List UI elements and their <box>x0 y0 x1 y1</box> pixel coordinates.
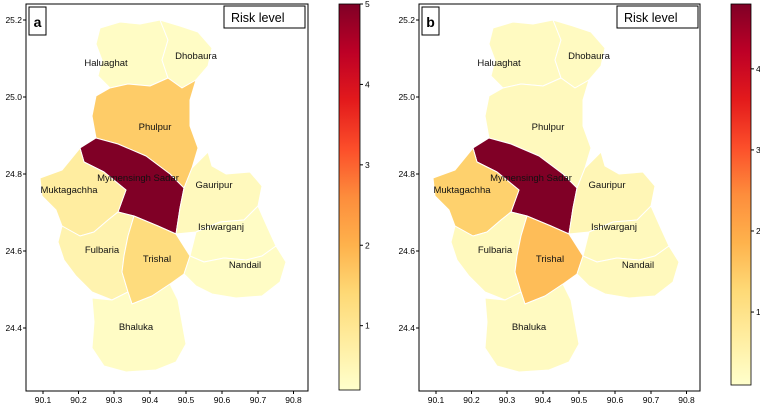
x-tick-label: 90.7 <box>250 395 267 405</box>
colorbar-tick-label: 3 <box>756 145 760 155</box>
panel-a: Haluaghat Dhobaura Phulpur Mymensingh Sadar… <box>5 0 370 405</box>
colorbar-tick-label: 4 <box>756 64 760 74</box>
axes-frame <box>25 3 309 392</box>
panel-b: Haluaghat Dhobaura Phulpur Mymensingh Sadar… <box>398 3 760 405</box>
region-label: Ishwarganj <box>198 222 244 233</box>
region-haluaghat[interactable] <box>95 19 169 89</box>
colorbar-tick-label: 1 <box>756 307 760 317</box>
region-label: Fulbaria <box>478 245 513 256</box>
region-label: Phulpur <box>532 122 565 133</box>
colorbar-tick-label: 5 <box>365 0 370 9</box>
colorbar-tick-label: 4 <box>365 79 370 89</box>
region-label: Dhobaura <box>175 51 217 62</box>
x-tick-label: 90.3 <box>106 395 123 405</box>
x-tick-label: 90.8 <box>678 395 695 405</box>
y-tick-label: 25.2 <box>5 15 22 25</box>
x-tick-label: 90.2 <box>463 395 480 405</box>
colorbar: 1 2 3 4 <box>730 3 760 386</box>
region-label: Bhaluka <box>119 322 154 333</box>
y-tick-label: 25.0 <box>398 92 415 102</box>
region-label: Dhobaura <box>568 51 610 62</box>
svg-text:Risk level: Risk level <box>624 11 678 25</box>
x-tick-label: 90.1 <box>428 395 445 405</box>
y-tick-label: 24.8 <box>5 169 22 179</box>
x-tick-label: 90.5 <box>178 395 195 405</box>
region-haluaghat[interactable] <box>488 19 562 89</box>
panel-label: b <box>421 6 440 36</box>
x-tick-label: 90.5 <box>571 395 588 405</box>
y-tick-label: 25.0 <box>5 92 22 102</box>
region-label: Muktagachha <box>40 185 98 196</box>
map-regions: Haluaghat Dhobaura Phulpur Mymensingh Sadar… <box>39 19 287 373</box>
axes-frame <box>418 3 701 392</box>
region-bhaluka[interactable] <box>91 283 187 373</box>
region-label: Ishwarganj <box>591 222 637 233</box>
x-tick-label: 90.2 <box>70 395 87 405</box>
colorbar-tick-label: 3 <box>365 160 370 170</box>
y-tick-label: 25.2 <box>398 15 415 25</box>
region-label: Gauripur <box>196 180 233 191</box>
region-label: Phulpur <box>139 122 172 133</box>
svg-text:b: b <box>426 14 435 30</box>
region-label: Bhaluka <box>512 322 547 333</box>
y-tick-label: 24.4 <box>398 323 415 333</box>
colorbar-tick-label: 1 <box>365 321 370 331</box>
svg-text:Risk level: Risk level <box>231 11 285 25</box>
region-label: Fulbaria <box>85 245 120 256</box>
region-nandail[interactable] <box>576 245 680 299</box>
region-label: Mymensingh Sadar <box>97 173 179 184</box>
y-tick-label: 24.4 <box>5 323 22 333</box>
region-label: Haluaghat <box>84 58 128 69</box>
legend-title-box: Risk level <box>223 5 306 29</box>
x-tick-label: 90.8 <box>285 395 302 405</box>
map-regions: Haluaghat Dhobaura Phulpur Mymensingh Sadar… <box>432 19 680 373</box>
x-tick-label: 90.1 <box>35 395 52 405</box>
region-label: Gauripur <box>589 180 626 191</box>
x-tick-label: 90.4 <box>535 395 552 405</box>
region-nandail[interactable] <box>183 245 287 299</box>
x-tick-label: 90.3 <box>499 395 516 405</box>
region-label: Mymensingh Sadar <box>490 173 572 184</box>
y-tick-label: 24.6 <box>398 246 415 256</box>
region-label: Trishal <box>536 254 564 265</box>
colorbar-tick-label: 2 <box>756 226 760 236</box>
region-label: Muktagachha <box>433 185 491 196</box>
region-label: Nandail <box>229 260 261 271</box>
y-tick-label: 24.8 <box>398 169 415 179</box>
colorbar: 1 2 3 4 5 <box>338 0 370 391</box>
svg-text:a: a <box>34 14 42 30</box>
legend-title-box: Risk level <box>616 5 699 29</box>
region-bhaluka[interactable] <box>484 283 580 373</box>
y-tick-label: 24.6 <box>5 246 22 256</box>
region-label: Haluaghat <box>477 58 521 69</box>
region-label: Nandail <box>622 260 654 271</box>
x-tick-label: 90.6 <box>607 395 624 405</box>
x-tick-label: 90.4 <box>142 395 159 405</box>
x-tick-label: 90.7 <box>643 395 660 405</box>
x-tick-label: 90.6 <box>214 395 231 405</box>
colorbar-tick-label: 2 <box>365 240 370 250</box>
panel-label: a <box>28 6 47 36</box>
region-label: Trishal <box>143 254 171 265</box>
